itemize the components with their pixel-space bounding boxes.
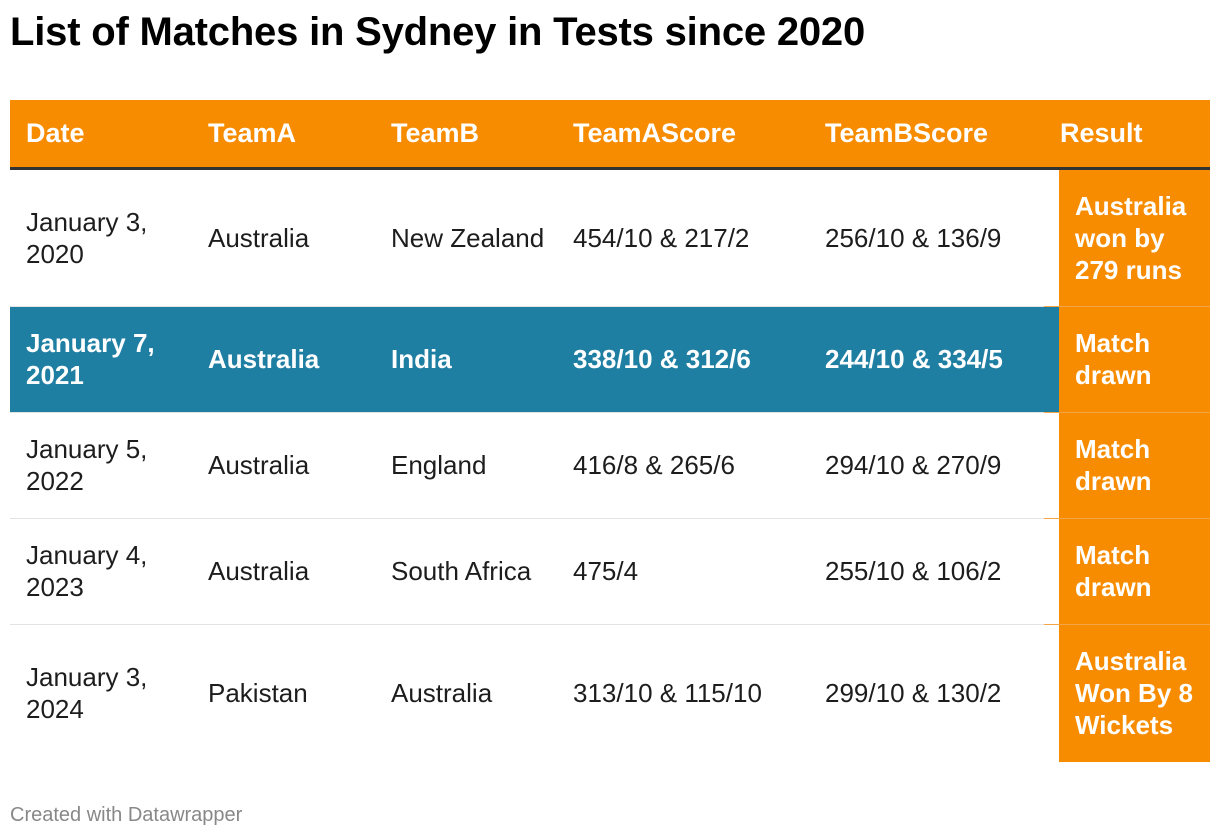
- cell-team-a: Australia: [192, 306, 375, 413]
- header-team-a[interactable]: TeamA: [192, 100, 375, 170]
- cell-date: January 3, 2020: [10, 168, 192, 307]
- cell-team-a-score: 338/10 & 312/6: [557, 306, 809, 413]
- table-row: January 3, 2024 Pakistan Australia 313/1…: [10, 624, 1210, 762]
- cell-team-b-score: 294/10 & 270/9: [809, 412, 1044, 519]
- header-team-a-score[interactable]: TeamAScore: [557, 100, 809, 170]
- cell-team-b-score: 299/10 & 130/2: [825, 678, 1002, 709]
- attribution-footer: Created with Datawrapper: [10, 804, 243, 826]
- table-row: January 3, 2020 Australia New Zealand 45…: [10, 168, 1210, 307]
- cell-result: Match drawn: [1044, 412, 1210, 519]
- cell-team-b: Australia: [391, 678, 493, 709]
- cell-result: Match drawn: [1044, 518, 1210, 625]
- header-team-b[interactable]: TeamB: [375, 100, 557, 170]
- cell-result: Australia won by 279 runs: [1044, 168, 1210, 307]
- cell-team-b-score: 255/10 & 106/2: [809, 518, 1044, 625]
- cell-team-b: England: [375, 412, 557, 519]
- cell-date: January 3, 2024: [26, 662, 148, 725]
- cell-team-b: South Africa: [375, 518, 557, 625]
- cell-team-a: Pakistan: [208, 678, 308, 709]
- table-row-highlighted: January 7, 2021 Australia India 338/10 &…: [10, 306, 1210, 413]
- cell-team-a: Australia: [192, 412, 375, 519]
- page-title: List of Matches in Sydney in Tests since…: [10, 10, 866, 54]
- cell-team-a: Australia: [192, 168, 375, 307]
- cell-team-a-score: 313/10 & 115/10: [573, 678, 762, 709]
- table-row: January 5, 2022 Australia England 416/8 …: [10, 412, 1210, 519]
- cell-result: Australia Won By 8 Wickets: [1044, 624, 1210, 762]
- cell-result: Match drawn: [1044, 306, 1210, 413]
- matches-table: Date TeamA TeamB TeamAScore TeamBScore R…: [10, 100, 1210, 762]
- table-header-row: Date TeamA TeamB TeamAScore TeamBScore R…: [10, 100, 1210, 170]
- cell-team-b-score: 244/10 & 334/5: [809, 306, 1044, 413]
- cell-date: January 5, 2022: [10, 412, 192, 519]
- cell-date: January 4, 2023: [10, 518, 192, 625]
- table-row: January 4, 2023 Australia South Africa 4…: [10, 518, 1210, 625]
- cell-team-b: New Zealand: [375, 168, 557, 307]
- cell-team-b-score: 256/10 & 136/9: [809, 168, 1044, 307]
- header-team-b-score[interactable]: TeamBScore: [809, 100, 1044, 170]
- cell-team-a-score: 475/4: [557, 518, 809, 625]
- cell-team-a: Australia: [192, 518, 375, 625]
- cell-date: January 7, 2021: [10, 306, 192, 413]
- header-date[interactable]: Date: [10, 100, 192, 170]
- cell-team-a-score: 416/8 & 265/6: [557, 412, 809, 519]
- cell-team-b: India: [375, 306, 557, 413]
- cell-team-a-score: 454/10 & 217/2: [557, 168, 809, 307]
- header-result[interactable]: Result: [1044, 100, 1210, 170]
